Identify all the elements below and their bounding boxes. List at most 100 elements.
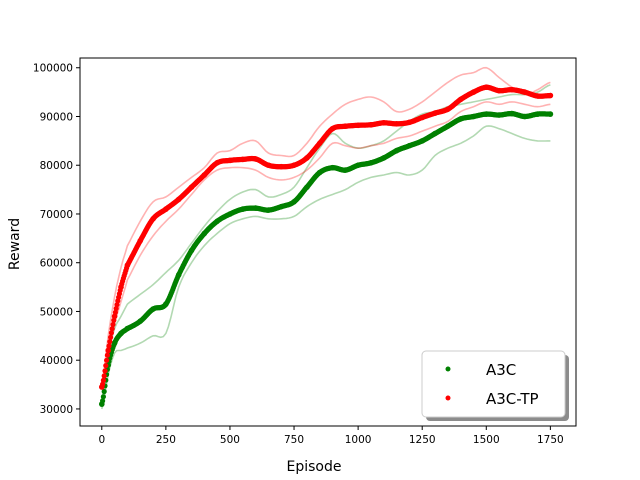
y-axis-title: Reward <box>7 218 23 270</box>
data-point <box>240 206 246 212</box>
x-tick-label: 1000 <box>345 434 372 446</box>
data-point <box>368 122 374 128</box>
faint-run-line-2 <box>101 125 551 410</box>
data-point <box>137 238 143 244</box>
series-point <box>107 339 113 345</box>
x-tick-label: 500 <box>220 434 240 446</box>
data-point <box>406 142 413 149</box>
data-point <box>419 114 426 121</box>
data-point <box>118 284 124 290</box>
data-point <box>419 138 426 144</box>
data-point <box>368 160 374 166</box>
y-tick-label: 30000 <box>40 404 73 416</box>
data-point <box>201 172 208 178</box>
data-point <box>406 119 413 126</box>
series-point <box>109 326 115 332</box>
data-point <box>483 84 490 90</box>
data-point <box>111 340 118 346</box>
legend-label-a3c: A3C <box>486 361 516 379</box>
faint-run-line-4 <box>101 66 551 385</box>
series-point <box>110 321 116 328</box>
data-point <box>291 199 297 205</box>
x-tick-label: 250 <box>156 434 176 446</box>
data-point <box>278 203 285 210</box>
y-tick-label: 50000 <box>40 306 73 318</box>
data-point <box>381 155 387 161</box>
data-point <box>432 130 438 137</box>
data-point <box>457 116 464 122</box>
data-point <box>393 121 400 127</box>
x-tick-label: 1750 <box>537 434 564 446</box>
data-point <box>214 218 220 225</box>
legend-box <box>421 350 566 418</box>
data-point <box>521 89 528 95</box>
data-point <box>175 272 182 278</box>
data-point <box>163 301 169 307</box>
legend-marker-a3c-tp <box>445 395 451 401</box>
data-point <box>445 123 451 129</box>
series-point <box>108 334 114 340</box>
data-point <box>355 162 361 168</box>
data-point <box>150 306 156 312</box>
data-point <box>547 92 554 99</box>
data-point <box>240 156 246 163</box>
series-a3c-tp <box>99 84 554 390</box>
data-point <box>483 111 490 117</box>
data-point <box>329 164 336 171</box>
data-point <box>265 207 272 213</box>
x-tick-label: 1250 <box>409 434 436 446</box>
y-tick-label: 90000 <box>40 111 73 123</box>
legend: A3C A3C-TP <box>421 350 569 421</box>
x-axis-title: Episode <box>287 459 342 475</box>
data-point <box>393 147 400 154</box>
data-point <box>214 160 220 166</box>
legend-label-a3c-tp: A3C-TP <box>486 390 539 408</box>
data-point <box>188 247 195 254</box>
data-point <box>304 184 310 190</box>
series-point <box>102 368 108 374</box>
series-markers <box>99 84 554 407</box>
series-point <box>101 373 107 379</box>
data-point <box>278 163 285 170</box>
data-point <box>188 184 195 190</box>
plot-frame <box>79 57 577 427</box>
data-point <box>445 106 451 112</box>
series-point <box>106 343 112 349</box>
data-point <box>509 110 515 117</box>
y-tick-label: 70000 <box>40 209 73 221</box>
data-point <box>329 125 336 132</box>
data-point <box>342 123 349 129</box>
data-point <box>201 230 208 237</box>
data-point <box>124 325 131 332</box>
data-point <box>265 162 272 168</box>
data-point <box>316 169 323 176</box>
data-point <box>534 111 541 117</box>
series-point <box>104 352 110 358</box>
series-point <box>103 363 109 369</box>
data-point <box>99 384 105 390</box>
data-point <box>521 113 528 120</box>
series-point <box>101 388 107 395</box>
x-axis-ticks: 0 250 500 750 1000 1250 1500 1750 <box>98 426 564 446</box>
data-point <box>163 206 169 212</box>
data-point <box>227 211 233 217</box>
data-point <box>547 111 554 117</box>
data-point <box>432 110 438 116</box>
y-axis-ticks: 30000 40000 50000 60000 70000 80000 90000 10000… <box>33 63 80 416</box>
data-point <box>355 122 361 129</box>
data-point <box>496 87 502 94</box>
x-tick-label: 750 <box>284 434 304 446</box>
data-point <box>342 167 349 173</box>
data-point <box>252 205 259 211</box>
data-point <box>99 401 105 407</box>
data-point <box>534 93 541 99</box>
x-tick-label: 0 <box>98 434 105 446</box>
data-point <box>291 162 297 168</box>
data-point <box>105 347 111 354</box>
series-point <box>100 377 106 383</box>
data-point <box>381 120 387 126</box>
legend-marker-a3c <box>445 366 451 372</box>
data-point <box>470 89 477 95</box>
data-point <box>304 155 310 161</box>
